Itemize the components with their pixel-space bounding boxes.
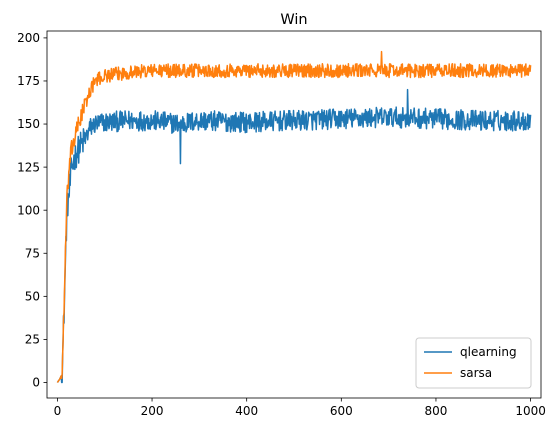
x-tick-label: 800 bbox=[425, 404, 448, 418]
axes-layer: 0 200 400 600 800 1000 0 25 50 75 100 125 150 175 200 bbox=[17, 30, 546, 418]
legend-label-sarsa: sarsa bbox=[460, 366, 492, 380]
legend: qlearning sarsa bbox=[415, 337, 532, 389]
legend-box bbox=[415, 337, 532, 389]
chart-title: Win bbox=[280, 12, 307, 28]
plot-area bbox=[47, 31, 541, 398]
x-tick-label: 0 bbox=[54, 404, 62, 418]
plot-background bbox=[47, 31, 541, 398]
y-tick-label: 75 bbox=[25, 246, 40, 260]
series-line-sarsa bbox=[56, 50, 532, 383]
y-tick-label: 100 bbox=[17, 203, 40, 217]
y-tick-label: 150 bbox=[17, 117, 40, 131]
y-tick-label: 50 bbox=[25, 290, 40, 304]
series-layer bbox=[56, 50, 532, 384]
series-line-qlearning bbox=[56, 88, 532, 384]
y-tick-label: 25 bbox=[25, 333, 40, 347]
x-tick-label: 400 bbox=[235, 404, 258, 418]
legend-label-qlearning: qlearning bbox=[460, 345, 517, 359]
y-tick-label: 125 bbox=[17, 160, 40, 174]
x-tick-label: 200 bbox=[141, 404, 164, 418]
x-tick-label: 1000 bbox=[515, 404, 546, 418]
x-tick-label: 600 bbox=[330, 404, 353, 418]
y-tick-label: 175 bbox=[17, 74, 40, 88]
y-tick-label: 0 bbox=[32, 376, 40, 390]
y-tick-label: 200 bbox=[17, 31, 40, 45]
axes-frame bbox=[46, 30, 542, 399]
